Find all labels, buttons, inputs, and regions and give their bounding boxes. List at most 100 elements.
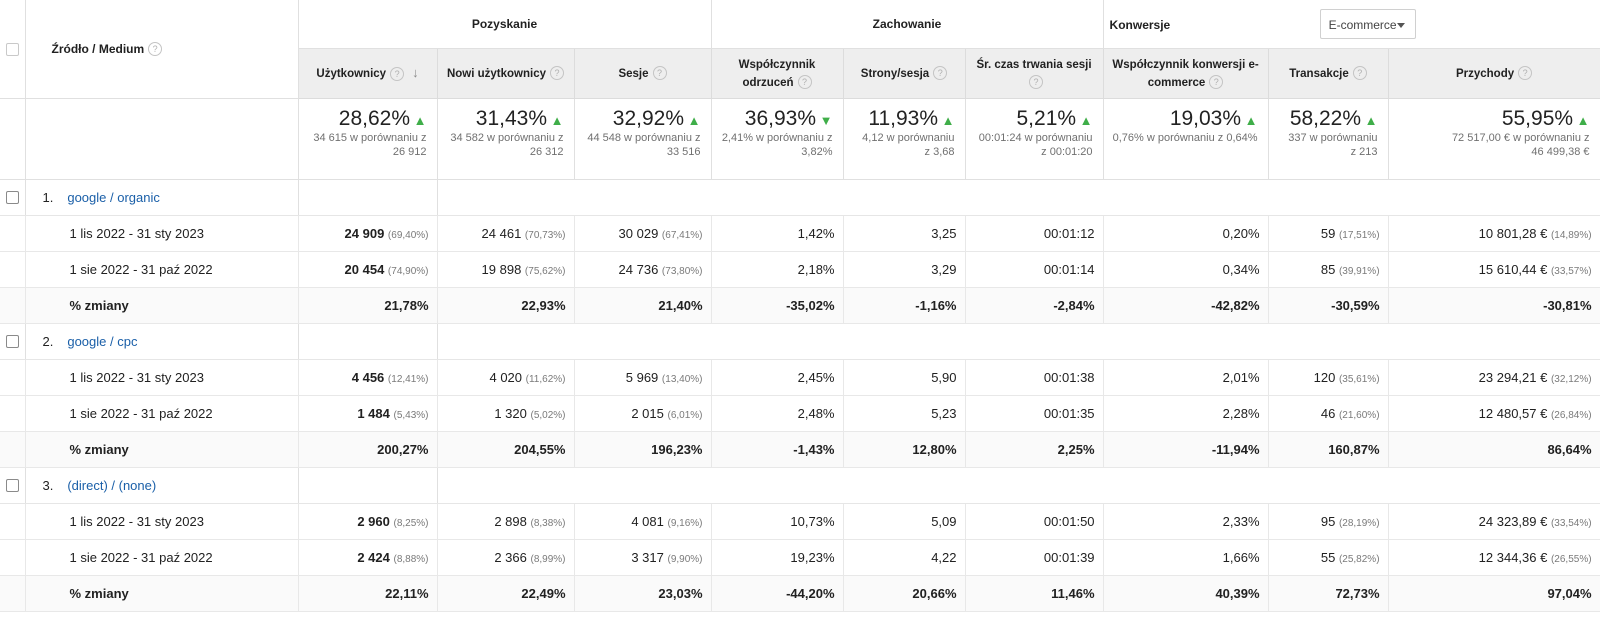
help-icon[interactable]: ? <box>550 66 565 81</box>
cell-new-users: 22,93% <box>437 287 575 324</box>
cell-share: (73,80%) <box>661 266 703 277</box>
cell-ecommerce-conversion-rate: -42,82% <box>1103 287 1269 324</box>
cell-users: 20 454 (74,90%) <box>298 251 438 288</box>
column-header-avg-session-duration[interactable]: Śr. czas trwania sesji? <box>965 48 1104 99</box>
column-header-revenue[interactable]: Przychody? <box>1388 48 1600 99</box>
cell-ecommerce-conversion-rate: 0,34% <box>1103 251 1269 288</box>
cell-value: 12,80% <box>912 442 957 457</box>
cell-value: 4 081 <box>631 514 664 529</box>
select-all-checkbox[interactable] <box>5 43 19 57</box>
cell-value: 55 <box>1320 550 1336 565</box>
column-header-sessions[interactable]: Sesje? <box>574 48 712 99</box>
column-header-users[interactable]: Użytkownicy? ↓ <box>298 48 438 99</box>
cell-value: 12 480,57 € <box>1478 406 1548 421</box>
help-icon[interactable]: ? <box>148 42 163 57</box>
cell-value: 160,87% <box>1328 442 1380 457</box>
dimension-header[interactable]: Źródło / Medium? <box>25 0 299 99</box>
cell-value: 24 323,89 € <box>1478 514 1548 529</box>
cell-value: 22,11% <box>385 586 429 601</box>
column-header-new-users[interactable]: Nowi użytkownicy? <box>437 48 575 99</box>
total-comparison-line1: 34 582 w porównaniu z <box>450 132 564 144</box>
cell-share: (8,99%) <box>530 554 566 565</box>
sort-descending-icon[interactable]: ↓ <box>412 65 419 80</box>
source-checkbox[interactable] <box>5 334 19 348</box>
row-spacer <box>0 395 26 432</box>
total-pages-per-session: 11,93% ▲ 4,12 w porównaniu z 3,68 <box>843 98 966 180</box>
cell-users: 24 909 (69,40%) <box>298 215 438 252</box>
help-icon[interactable]: ? <box>1518 66 1533 81</box>
cell-value: 1,66% <box>1222 550 1260 565</box>
source-link[interactable]: google / organic <box>67 189 160 205</box>
source-checkbox[interactable] <box>5 190 19 204</box>
total-comparison-line2: 26 312 <box>529 146 564 158</box>
column-header-label: Użytkownicy <box>316 68 387 80</box>
date-range-row: 1 sie 2022 - 31 paź 2022 1 484 (5,43%) 1 3… <box>0 395 1600 432</box>
cell-value: 19,23% <box>790 550 835 565</box>
cell-bounce-rate: -44,20% <box>711 575 844 612</box>
cell-share: (9,90%) <box>667 554 703 565</box>
group-conversions: Konwersje E-commerce <box>1103 0 1600 49</box>
total-change-percent: 5,21% <box>1016 107 1077 130</box>
date-range-row: 1 lis 2022 - 31 sty 2023 2 960 (8,25%) 2 8… <box>0 503 1600 540</box>
column-header-pages-per-session[interactable]: Strony/sesja? <box>843 48 966 99</box>
cell-value: -44,20% <box>786 586 835 601</box>
cell-value: 23 294,21 € <box>1478 370 1548 385</box>
cell-value: 12 344,36 € <box>1478 550 1548 565</box>
change-row: % zmiany 22,11% 22,49% 23,03% -44,20% 20,66% 1… <box>0 575 1600 612</box>
cell-share: (12,41%) <box>387 374 429 385</box>
cell-share: (11,62%) <box>525 374 566 385</box>
totals-spacer <box>0 98 26 180</box>
total-comparison-line1: 44 548 w porównaniu z <box>587 132 701 144</box>
cell-sessions: 30 029 (67,41%) <box>574 215 712 252</box>
cell-value: 3 317 <box>631 550 664 565</box>
source-link[interactable]: (direct) / (none) <box>67 477 157 493</box>
cell-value: 4 456 <box>351 370 385 385</box>
cell-value: 10,73% <box>790 514 835 529</box>
help-icon[interactable]: ? <box>933 66 948 81</box>
cell-value: 24 736 <box>618 262 659 277</box>
cell-transactions: 72,73% <box>1268 575 1389 612</box>
cell-share: (74,90%) <box>387 266 429 277</box>
group-behavior: Zachowanie <box>711 0 1104 49</box>
cell-value: 1 320 <box>494 406 527 421</box>
help-icon[interactable]: ? <box>797 75 812 90</box>
cell-transactions: -30,59% <box>1268 287 1389 324</box>
help-icon[interactable]: ? <box>652 66 667 81</box>
cell-value: -1,16% <box>915 298 957 313</box>
dimension-label: Źródło / Medium <box>51 41 145 56</box>
total-change-percent: 36,93% <box>744 107 817 130</box>
cell-transactions: 55 (25,82%) <box>1268 539 1389 576</box>
cell-sessions: 5 969 (13,40%) <box>574 359 712 396</box>
cell-revenue: 97,04% <box>1388 575 1600 612</box>
help-icon[interactable]: ? <box>1209 75 1224 90</box>
column-header-label: Sesje <box>618 67 649 80</box>
cell-value: 5,23 <box>931 406 957 421</box>
source-link[interactable]: google / cpc <box>67 333 138 349</box>
cell-share: (14,89%) <box>1550 230 1592 241</box>
source-row-filler <box>437 467 1600 504</box>
column-header-transactions[interactable]: Transakcje? <box>1268 48 1389 99</box>
column-header-ecommerce-conversion-rate[interactable]: Współczynnik konwersji e-commerce? <box>1103 48 1269 99</box>
cell-users: 200,27% <box>298 431 438 468</box>
help-icon[interactable]: ? <box>1029 75 1044 90</box>
cell-value: -2,84% <box>1053 298 1095 313</box>
cell-share: (25,82%) <box>1338 554 1380 565</box>
column-header-bounce-rate[interactable]: Współczynnik odrzuceń? <box>711 48 844 99</box>
source-checkbox[interactable] <box>5 478 19 492</box>
cell-share: (70,73%) <box>524 230 566 241</box>
cell-value: 97,04% <box>1547 586 1592 601</box>
total-comparison-line2: z 3,68 <box>924 146 955 158</box>
total-bounce-rate: 36,93% ▼ 2,41% w porównaniu z 3,82% <box>711 98 844 180</box>
cell-value: 196,23% <box>651 442 703 457</box>
cell-users: 1 484 (5,43%) <box>298 395 438 432</box>
cell-avg-session-duration: 00:01:12 <box>965 215 1104 252</box>
column-header-label: Transakcje <box>1289 67 1349 80</box>
conversion-type-select[interactable]: E-commerce <box>1319 9 1416 39</box>
cell-transactions: 160,87% <box>1268 431 1389 468</box>
help-icon[interactable]: ? <box>390 66 405 81</box>
help-icon[interactable]: ? <box>1352 66 1367 81</box>
cell-users: 2 424 (8,88%) <box>298 539 438 576</box>
source-row: 3. (direct) / (none) <box>0 467 1600 504</box>
cell-value: 2 366 <box>494 550 527 565</box>
cell-pages-per-session: -1,16% <box>843 287 966 324</box>
